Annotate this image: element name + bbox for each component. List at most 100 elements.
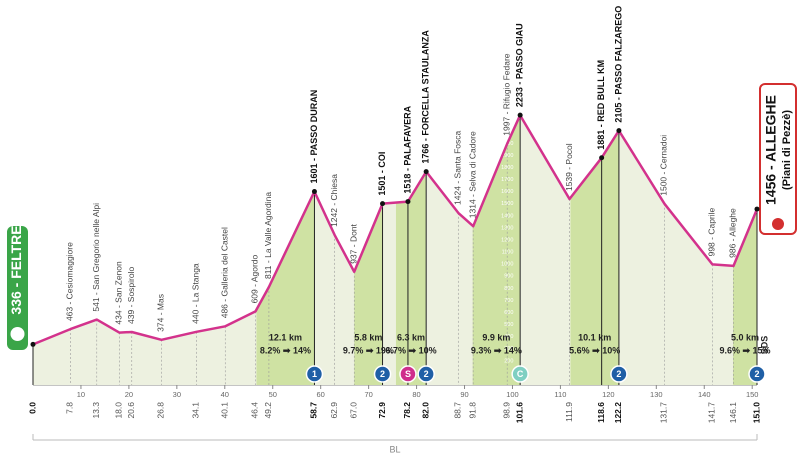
km-label: 0.0 (27, 402, 37, 414)
km-label: 72.9 (377, 402, 387, 419)
waypoint-dot (616, 128, 622, 134)
km-label: 58.7 (309, 402, 319, 419)
waypoint-label: 434 - San Zenon (114, 261, 124, 325)
category-label: 2 (754, 369, 759, 379)
km-label: 122.2 (613, 402, 623, 424)
waypoint-label: 463 - Cesiomaggiore (65, 242, 75, 321)
x-tick-label: 70 (364, 390, 372, 399)
waypoint-label: 986 - Alleghe (728, 208, 738, 258)
climb-gradient: 6.7% ➡ 10% (386, 345, 437, 355)
km-label: 78.2 (402, 402, 412, 419)
x-tick-label: 90 (460, 390, 468, 399)
climb-length: 5.8 km (354, 332, 382, 342)
km-label: 34.1 (191, 402, 201, 419)
waypoint-dot (423, 169, 429, 175)
waypoint-label: 1500 - Cernadoi (659, 135, 669, 196)
y-tick-label: 1100 (502, 250, 514, 256)
waypoint-label: 937 - Dont (348, 223, 358, 263)
km-label: 111.9 (564, 402, 574, 422)
start-icon (10, 327, 25, 341)
waypoint-label: 1881 - RED BULL KM (596, 60, 606, 150)
category-label: 2 (380, 369, 385, 379)
finish-icon (772, 218, 784, 230)
km-label: 49.2 (263, 402, 273, 419)
km-label: 146.1 (728, 402, 738, 424)
finish-title: 1456 - ALLEGHE (763, 95, 779, 205)
km-label: 82.0 (420, 402, 430, 419)
climb-gradient: 9.3% ➡ 14% (471, 345, 522, 355)
waypoint-label: 1242 - Chiesa (329, 174, 339, 227)
km-label: 88.7 (453, 402, 463, 419)
y-tick-label: 2200 (501, 117, 513, 123)
waypoint-label: 1424 - Santa Fosca (453, 130, 463, 204)
waypoint-label: 374 - Mas (156, 294, 166, 332)
km-label: 67.0 (348, 402, 358, 419)
region-label: BL (389, 444, 400, 454)
waypoint-label: 541 - San Gregorio nelle Alpi (91, 203, 101, 312)
x-tick-label: 130 (650, 390, 663, 399)
category-label: C (517, 369, 524, 379)
waypoint-label: 440 - La Stanga (191, 263, 201, 324)
category-label: 2 (616, 369, 621, 379)
km-label: 40.1 (220, 402, 230, 419)
waypoint-label: 2105 - PASSO FALZAREGO (613, 6, 623, 123)
waypoint-dot (517, 112, 523, 118)
climb-gradient: 5.6% ➡ 10% (569, 345, 620, 355)
x-tick-label: 50 (269, 390, 277, 399)
y-tick-label: 2100 (501, 129, 513, 135)
y-tick-label: 800 (504, 286, 513, 292)
category-badge (399, 365, 417, 383)
category-label: S (405, 369, 411, 379)
waypoint-label: 1518 - PALAFAVERA (402, 105, 412, 193)
sponsor: SDS (759, 336, 769, 355)
climb-length: 6.3 km (397, 332, 425, 342)
km-label: 118.6 (596, 402, 606, 423)
y-tick-label: 400 (504, 334, 513, 340)
waypoint-label: 1601 - PASSO DURAN (309, 90, 319, 184)
x-tick-label: 80 (412, 390, 420, 399)
category-badge (373, 365, 392, 383)
climb-length: 10.1 km (578, 332, 611, 342)
km-label: 141.7 (707, 402, 717, 424)
waypoint-dot (380, 201, 386, 207)
waypoint-dot (599, 155, 605, 161)
waypoint-label: 1314 - Selva di Cadore (467, 131, 477, 218)
y-tick-label: 700 (504, 298, 513, 304)
waypoint-label: 486 - Galleria del Castel (220, 227, 230, 318)
y-tick-label: 200 (504, 358, 513, 364)
y-tick-label: 900 (504, 274, 513, 280)
x-tick-label: 30 (173, 390, 181, 399)
y-tick-label: 300 (504, 346, 513, 352)
x-tick-label: 10 (77, 390, 85, 399)
km-label: 91.8 (467, 402, 477, 419)
x-tick-label: 100 (506, 390, 519, 399)
waypoint-dot (311, 189, 317, 195)
category-badge (305, 365, 324, 383)
km-label: 62.9 (329, 402, 339, 419)
waypoint-label: 2233 - PASSO GIAU (515, 23, 525, 107)
category-badge (417, 365, 435, 383)
km-label: 26.8 (156, 402, 166, 419)
category-label: 1 (312, 369, 317, 379)
waypoint-dot (30, 341, 36, 347)
start-box (7, 226, 28, 350)
waypoint-dot (754, 206, 760, 212)
y-tick-label: 500 (504, 322, 513, 328)
waypoint-label: 811 - La Valle Agordina (263, 192, 273, 279)
x-tick-label: 40 (221, 390, 229, 399)
x-tick-label: 120 (602, 390, 615, 399)
x-tick-label: 20 (125, 390, 133, 399)
waypoint-label: 1766 - FORCELLA STAULANZA (421, 30, 431, 164)
km-label: 20.6 (126, 402, 136, 419)
category-badge (748, 365, 766, 383)
km-label: 101.6 (514, 402, 524, 424)
x-tick-label: 150 (746, 390, 759, 399)
category-badge (610, 365, 628, 383)
waypoint-label: 1539 - Pocol (564, 143, 574, 191)
km-label: 13.3 (91, 402, 101, 419)
km-label: 98.9 (501, 402, 511, 419)
climb-gradient: 8.2% ➡ 14% (260, 345, 311, 355)
category-label: 2 (424, 369, 429, 379)
km-label: 131.7 (659, 402, 669, 424)
